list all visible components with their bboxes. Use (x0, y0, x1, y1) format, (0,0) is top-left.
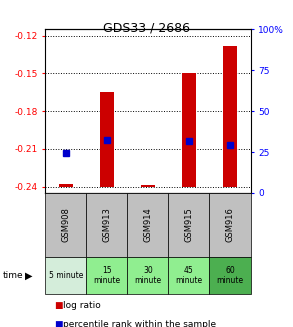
Bar (168, 193, 209, 257)
Text: ▶: ▶ (25, 270, 33, 281)
Text: 60
minute: 60 minute (217, 266, 243, 285)
Text: 5 minute: 5 minute (49, 271, 83, 280)
Text: GSM914: GSM914 (144, 207, 152, 242)
Text: 15
minute: 15 minute (93, 266, 120, 285)
Text: ■: ■ (54, 320, 63, 327)
Text: GSM913: GSM913 (103, 207, 111, 242)
Text: 30
minute: 30 minute (134, 266, 161, 285)
Bar (86, 257, 127, 294)
Bar (59, 184, 73, 187)
Text: ■: ■ (54, 301, 63, 310)
Text: GSM916: GSM916 (226, 207, 234, 242)
Bar (223, 46, 237, 187)
Bar (86, 193, 127, 257)
Bar (45, 257, 86, 294)
Text: log ratio: log ratio (63, 301, 101, 310)
Bar (127, 257, 168, 294)
Bar (209, 193, 251, 257)
Text: 45
minute: 45 minute (176, 266, 202, 285)
Text: time: time (3, 271, 23, 280)
Text: GSM915: GSM915 (185, 207, 193, 242)
Bar (209, 257, 251, 294)
Bar (45, 193, 86, 257)
Bar (168, 257, 209, 294)
Bar (141, 185, 155, 187)
Bar (182, 74, 196, 187)
Text: GDS33 / 2686: GDS33 / 2686 (103, 21, 190, 34)
Bar (127, 193, 168, 257)
Text: percentile rank within the sample: percentile rank within the sample (63, 320, 216, 327)
Bar (100, 92, 114, 187)
Text: GSM908: GSM908 (62, 207, 70, 242)
